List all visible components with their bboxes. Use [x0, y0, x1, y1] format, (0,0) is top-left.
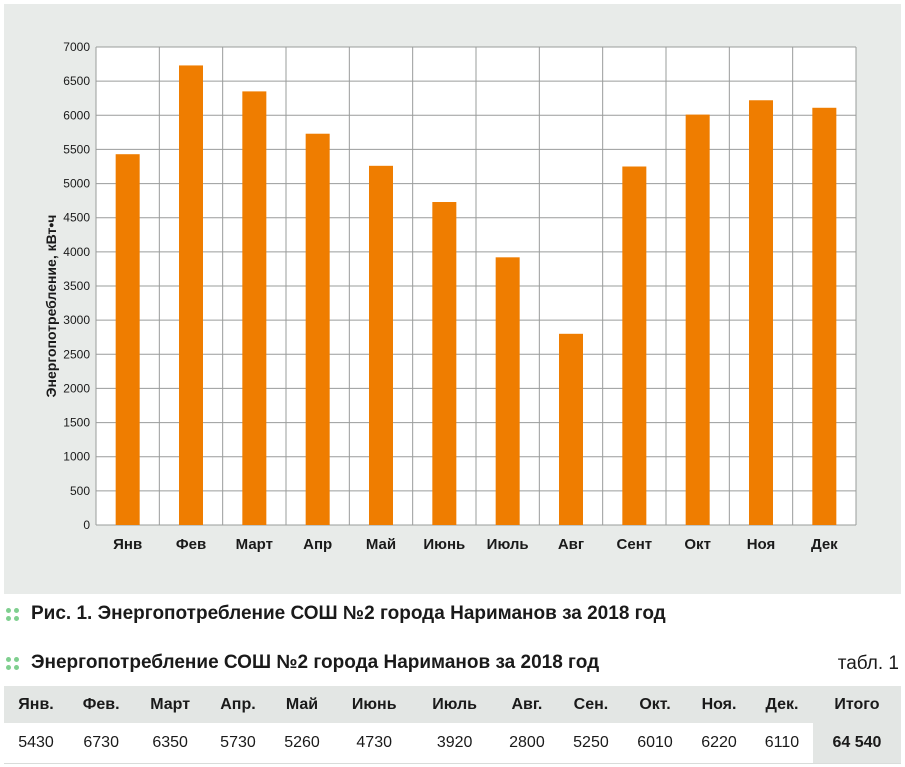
- bar: [115, 154, 140, 526]
- table-cell: 5730: [205, 723, 270, 764]
- figure-caption-row: Рис. 1. Энергопотребление СОШ №2 города …: [6, 603, 666, 625]
- table-cell: 5260: [269, 723, 335, 764]
- table-header-cell: Окт.: [622, 686, 687, 723]
- bar-chart: 0 500 1000 1500 2000 2500 3000 3500 4000 4500 5000…: [43, 40, 857, 553]
- bar: [369, 165, 393, 525]
- y-tick-label: 0: [83, 518, 90, 532]
- table-cell: 3920: [414, 723, 495, 764]
- y-tick-label: 500: [70, 484, 90, 498]
- table-header-cell: Итого: [812, 686, 901, 723]
- figure-caption: Рис. 1. Энергопотребление СОШ №2 города …: [31, 603, 666, 625]
- y-tick-label: 1500: [63, 416, 90, 430]
- chart-panel: 0 500 1000 1500 2000 2500 3000 3500 4000 4500 5000…: [4, 4, 901, 594]
- x-tick-label: Янв: [113, 536, 142, 553]
- x-tick-label: Апр: [303, 536, 332, 553]
- y-tick-label: 5000: [63, 177, 90, 191]
- table-total-cell: 64 540: [812, 723, 901, 764]
- y-tick-label: 3500: [63, 279, 90, 293]
- table-header-cell: Ноя.: [687, 686, 752, 723]
- energy-table: Янв. Фев. Март Апр. Май Июнь Июль Авг. Сен. Окт. Н…: [4, 686, 901, 764]
- y-tick-label: 6000: [63, 108, 90, 122]
- bullet-dots-icon: [6, 656, 19, 670]
- table-header-cell: Июль: [414, 686, 495, 723]
- table-cell: 6010: [622, 723, 687, 764]
- y-tick-label: 2500: [63, 347, 90, 361]
- bullet-dots-icon: [6, 607, 19, 621]
- x-tick-label: Июль: [487, 536, 529, 553]
- bar: [179, 65, 203, 526]
- table-header-cell: Сен.: [558, 686, 623, 723]
- table-cell: 6220: [687, 723, 752, 764]
- table-header-cell: Апр.: [205, 686, 270, 723]
- bar: [749, 100, 773, 526]
- table-cell: 6110: [751, 723, 813, 764]
- y-tick-label: 1000: [63, 450, 90, 464]
- table-cell: 6730: [68, 723, 135, 764]
- bar: [432, 202, 457, 525]
- x-tick-label: Ноя: [747, 536, 776, 553]
- bar: [305, 133, 330, 526]
- x-tick-label: Окт: [684, 536, 711, 553]
- bar: [559, 333, 583, 525]
- y-tick-label: 2000: [63, 381, 90, 395]
- y-tick-label: 6500: [63, 74, 90, 88]
- bar: [812, 107, 837, 525]
- y-tick-label: 4000: [63, 245, 90, 259]
- y-tick-label: 5500: [63, 142, 90, 156]
- table-header-row: Янв. Фев. Март Апр. Май Июнь Июль Авг. Сен. Окт. Н…: [4, 686, 901, 723]
- bar: [242, 91, 267, 525]
- x-tick-label: Сент: [617, 536, 653, 553]
- x-tick-label: Июнь: [423, 536, 465, 553]
- table-row: 5430 6730 6350 5730 5260 4730 3920 2800 5250 6010…: [4, 723, 901, 764]
- y-tick-label: 3000: [63, 313, 90, 327]
- figure-caption-text: Энергопотребление СОШ №2 города Наримано…: [97, 603, 666, 624]
- table-cell: 5430: [4, 723, 69, 764]
- figure-caption-prefix: Рис. 1.: [31, 603, 93, 624]
- table-title-row: Энергопотребление СОШ №2 города Наримано…: [6, 652, 599, 674]
- table-header-cell: Март: [134, 686, 206, 723]
- table-title: Энергопотребление СОШ №2 города Наримано…: [31, 652, 600, 673]
- x-tick-label: Дек: [811, 536, 838, 553]
- table-cell: 2800: [494, 723, 559, 764]
- table-header-cell: Янв.: [4, 686, 69, 723]
- x-tick-label: Май: [366, 536, 396, 553]
- x-tick-label: Март: [236, 536, 273, 553]
- table-number: табл. 1: [837, 653, 899, 674]
- table-header-cell: Дек.: [751, 686, 813, 723]
- bar: [685, 114, 710, 526]
- bar: [622, 166, 647, 525]
- table-header-cell: Июнь: [334, 686, 415, 723]
- table-cell: 4730: [334, 723, 415, 764]
- y-tick-label: 4500: [63, 211, 90, 225]
- y-tick-label: 7000: [63, 40, 90, 54]
- bar: [495, 257, 520, 525]
- y-axis-label: Энергопотребление, кВт•ч: [43, 215, 59, 398]
- table-cell: 6350: [134, 723, 206, 764]
- x-tick-label: Фев: [176, 536, 206, 553]
- x-tick-label: Авг: [558, 536, 584, 553]
- table-header-cell: Фев.: [68, 686, 135, 723]
- table-header-cell: Май: [269, 686, 335, 723]
- table-header-cell: Авг.: [494, 686, 559, 723]
- table-cell: 5250: [558, 723, 623, 764]
